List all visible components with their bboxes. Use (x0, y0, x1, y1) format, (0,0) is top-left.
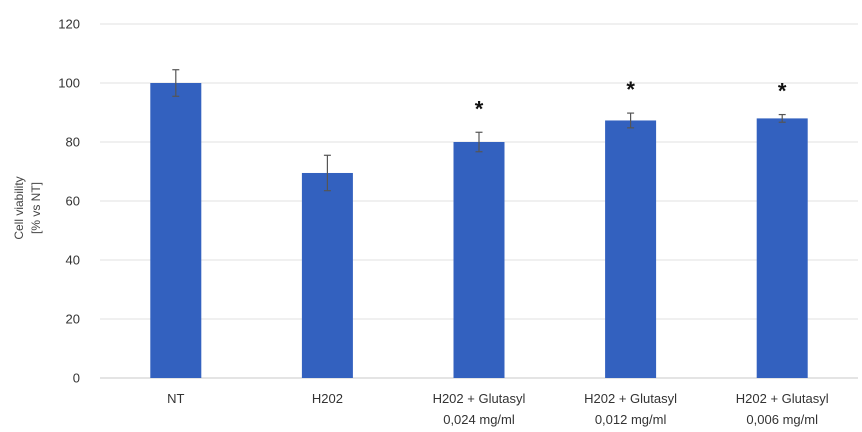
y-tick-label: 120 (58, 17, 80, 32)
y-axis-title-line-2: [% vs NT] (29, 182, 43, 234)
x-category-label: H202 + Glutasyl (736, 391, 829, 406)
x-category-label: 0,024 mg/ml (443, 412, 515, 427)
x-category-label: H202 + Glutasyl (433, 391, 526, 406)
y-tick-label: 80 (66, 135, 80, 150)
error-bars (172, 69, 786, 192)
bar (605, 120, 657, 378)
y-tick-label: 40 (66, 253, 80, 268)
y-axis-title: Cell viability [% vs NT] (12, 176, 43, 239)
x-category-label: H202 (312, 391, 343, 406)
significance-marker: * (778, 79, 787, 104)
bar (150, 83, 202, 378)
y-tick-label: 20 (66, 312, 80, 327)
y-axis-ticks: 0 20 40 60 80 100 120 (58, 17, 80, 386)
x-category-label: NT (167, 391, 184, 406)
y-tick-label: 60 (66, 194, 80, 209)
x-category-label: H202 + Glutasyl (584, 391, 677, 406)
x-axis-categories: NT H202 H202 + Glutasyl 0,024 mg/ml H202 + G… (167, 391, 829, 427)
y-tick-label: 0 (73, 371, 80, 386)
significance-marker: * (475, 96, 484, 121)
x-category-label: 0,012 mg/ml (595, 412, 667, 427)
significance-marker: * (626, 77, 635, 102)
bar (301, 172, 353, 378)
significance-markers: * * * (475, 77, 787, 121)
bar (756, 118, 808, 379)
x-category-label: 0,006 mg/ml (746, 412, 818, 427)
bar (453, 142, 505, 378)
bars (150, 83, 808, 379)
y-axis-title-line-1: Cell viability (12, 176, 26, 239)
y-tick-label: 100 (58, 76, 80, 91)
